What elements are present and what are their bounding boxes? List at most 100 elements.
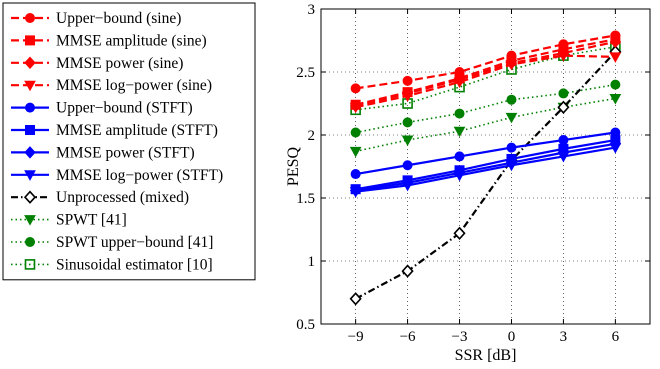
series-4 [350, 127, 621, 180]
series-11 [350, 41, 621, 116]
y-tick-label: 1.5 [296, 191, 315, 207]
series-7 [349, 143, 622, 198]
series-line [355, 46, 616, 111]
series-3 [349, 51, 622, 114]
data-point [401, 91, 414, 102]
series-0 [350, 30, 621, 94]
data-point [349, 146, 362, 158]
data-point [349, 187, 362, 198]
axes-frame [320, 8, 651, 325]
legend-label: SPWT upper−bound [41] [56, 234, 213, 251]
legend-label: Sinusoidal estimator [10] [56, 256, 213, 273]
legend-entry: Upper−bound (sine) [11, 10, 181, 27]
data-point [453, 170, 466, 182]
series-line [355, 40, 616, 108]
legend-marker [25, 35, 35, 46]
legend-label: MMSE amplitude (STFT) [56, 122, 218, 139]
data-point [454, 151, 465, 162]
data-point [454, 108, 465, 119]
y-tick-label: 3 [308, 2, 316, 18]
legend-label: MMSE log−power (STFT) [56, 167, 223, 184]
series-line [355, 51, 617, 300]
legend-entry: MMSE log−power (STFT) [11, 167, 223, 184]
data-point [506, 142, 517, 153]
data-point [401, 264, 414, 278]
y-tick-label: 2.5 [296, 65, 315, 81]
series-line [355, 142, 616, 192]
legend-entry: SPWT upper−bound [41] [11, 234, 213, 251]
legend-marker [25, 102, 35, 113]
legend-marker [24, 146, 36, 159]
legend-marker [25, 125, 35, 135]
data-point [349, 292, 362, 306]
series-line [355, 97, 616, 153]
data-point [609, 35, 622, 49]
legend-box [2, 2, 256, 281]
series-10 [350, 79, 621, 138]
data-point [350, 169, 361, 180]
legend-label: MMSE amplitude (sine) [56, 32, 207, 49]
data-point [349, 102, 362, 114]
legend-marker [25, 13, 35, 23]
data-point [453, 126, 466, 138]
data-point [609, 143, 622, 154]
legend-marker [24, 259, 36, 270]
legend-label: Upper−bound (sine) [56, 10, 181, 27]
legend-marker [24, 170, 36, 181]
x-tick-label: 3 [560, 329, 568, 345]
data-point [453, 77, 466, 89]
y-tick-label: 0.5 [296, 317, 315, 333]
data-point [402, 75, 413, 86]
data-point [610, 79, 621, 90]
series-8 [349, 45, 622, 306]
legend-marker [24, 80, 36, 92]
x-tick-label: −9 [348, 329, 364, 345]
data-point [557, 51, 570, 62]
x-tick-label: −3 [452, 329, 468, 345]
legend-marker [24, 56, 36, 70]
legend-entry: MMSE power (sine) [11, 55, 183, 72]
x-axis-label: SSR [dB] [455, 347, 517, 364]
x-tick-label: 0 [508, 329, 516, 345]
series-line [355, 54, 616, 109]
series-line [355, 34, 616, 90]
series-line [355, 83, 616, 134]
legend-label: MMSE power (STFT) [56, 144, 195, 161]
data-point [402, 160, 413, 171]
legend-marker [24, 215, 36, 226]
legend-entry: MMSE amplitude (sine) [11, 32, 207, 49]
legend-marker [23, 190, 37, 204]
data-point [609, 52, 622, 63]
data-point [401, 135, 414, 147]
legend-label: MMSE power (sine) [56, 55, 183, 72]
data-point [557, 100, 570, 114]
y-axis-label: PESQ [285, 146, 302, 186]
data-point [350, 83, 361, 94]
data-point [558, 135, 569, 146]
series-line [355, 138, 616, 191]
series-line [355, 38, 616, 106]
data-point [506, 94, 517, 105]
legend-label: MMSE log−power (sine) [56, 77, 212, 94]
legend-marker [25, 237, 35, 247]
data-point [402, 117, 413, 128]
y-tick-label: 1 [308, 254, 316, 270]
legend-entry: MMSE log−power (sine) [11, 77, 212, 94]
data-point [453, 226, 466, 240]
plot-area: −9 −6 −3 0 3 6 0.5 1 1.5 2 2.5 3 SSR [dB] PESQ [285, 2, 651, 364]
legend: Upper−bound (sine) MMSE amplitude (sine) M… [2, 2, 256, 281]
data-point [505, 112, 518, 124]
y-tick-label: 2 [308, 128, 316, 144]
x-tick-label: 6 [612, 329, 620, 345]
data-point [350, 127, 361, 138]
legend-entry: Unprocessed (mixed) [11, 189, 189, 206]
legend-entry: MMSE power (STFT) [11, 144, 195, 161]
legend-entry: Upper−bound (STFT) [11, 100, 193, 117]
legend-entry: Sinusoidal estimator [10] [11, 256, 213, 273]
data-point [505, 59, 518, 71]
legend-label: SPWT [41] [56, 212, 127, 229]
data-point [505, 160, 518, 172]
series-line [355, 131, 616, 176]
legend-label: Unprocessed (mixed) [56, 189, 189, 206]
